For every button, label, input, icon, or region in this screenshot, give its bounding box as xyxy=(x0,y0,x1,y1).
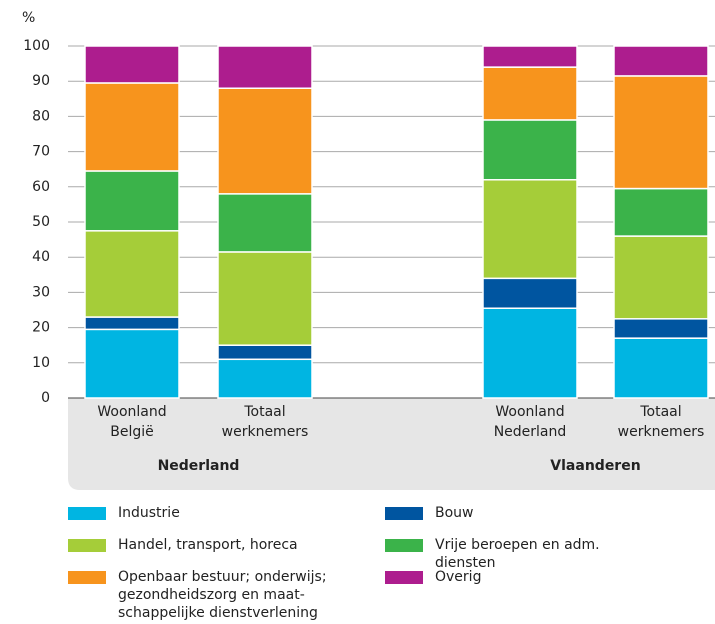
bar-segment xyxy=(217,45,313,89)
bar-segment xyxy=(84,230,180,318)
legend-swatch xyxy=(68,539,106,552)
legend-swatch xyxy=(385,539,423,552)
y-tick-label: 40 xyxy=(32,249,50,265)
bar-segment xyxy=(217,87,313,195)
group-label: Nederland xyxy=(158,458,240,474)
y-tick-label: 80 xyxy=(32,108,50,124)
bar-segment xyxy=(613,187,709,237)
bar-segment xyxy=(613,235,709,320)
x-tick-label: Woonland België xyxy=(97,404,166,440)
legend-swatch xyxy=(385,507,423,520)
bar-segment xyxy=(613,337,709,399)
y-tick-label: 30 xyxy=(32,284,50,300)
y-tick-label: 10 xyxy=(32,355,50,371)
bar-segment xyxy=(84,328,180,399)
bar-segment xyxy=(482,45,578,68)
bar-segment xyxy=(482,119,578,181)
legend-item: Vrije beroepen en adm. diensten xyxy=(385,536,650,572)
group-label: Vlaanderen xyxy=(550,458,640,474)
legend-label: Vrije beroepen en adm. diensten xyxy=(435,537,600,571)
legend-swatch xyxy=(385,571,423,584)
bar-segment xyxy=(482,307,578,399)
bar-segment xyxy=(482,66,578,121)
legend-item: Overig xyxy=(385,568,650,586)
bar-segment xyxy=(84,45,180,84)
y-tick-label: 0 xyxy=(41,390,50,406)
y-tick-label: 60 xyxy=(32,179,50,195)
legend-label: Handel, transport, horeca xyxy=(118,537,298,553)
legend-label: Openbaar bestuur; onderwijs; gezondheids… xyxy=(118,569,327,621)
y-axis-label: % xyxy=(22,10,35,26)
x-tick-label: Woonland Nederland xyxy=(494,404,567,440)
legend-item: Handel, transport, horeca xyxy=(68,536,333,554)
legend-swatch xyxy=(68,571,106,584)
bar-segment xyxy=(84,170,180,232)
bar-segment xyxy=(217,358,313,399)
y-tick-label: 20 xyxy=(32,320,50,336)
bar-segment xyxy=(613,75,709,190)
bar-segment xyxy=(482,277,578,309)
x-tick-label: Totaal werknemers xyxy=(222,404,309,440)
legend-label: Bouw xyxy=(435,505,474,521)
bar-segment xyxy=(84,82,180,172)
bar-segment xyxy=(613,318,709,339)
legend-item: Openbaar bestuur; onderwijs; gezondheids… xyxy=(68,568,333,622)
bar-segment xyxy=(217,344,313,361)
y-tick-label: 90 xyxy=(32,73,50,89)
legend-item: Industrie xyxy=(68,504,333,522)
y-tick-label: 100 xyxy=(23,38,50,54)
legend-label: Overig xyxy=(435,569,482,585)
legend-label: Industrie xyxy=(118,505,180,521)
bar-segment xyxy=(482,179,578,280)
y-tick-label: 50 xyxy=(32,214,50,230)
bar-segment xyxy=(217,193,313,253)
chart: % 0 10 20 30 40 50 60 70 80 90 100 Woonland België To… xyxy=(22,10,715,490)
legend-swatch xyxy=(68,507,106,520)
x-tick-label: Totaal werknemers xyxy=(618,404,705,440)
bar-segment xyxy=(217,251,313,346)
bar-segment xyxy=(84,316,180,331)
legend-item: Bouw xyxy=(385,504,650,522)
bar-segment xyxy=(613,45,709,77)
y-tick-label: 70 xyxy=(32,144,50,160)
category-band xyxy=(68,398,715,490)
